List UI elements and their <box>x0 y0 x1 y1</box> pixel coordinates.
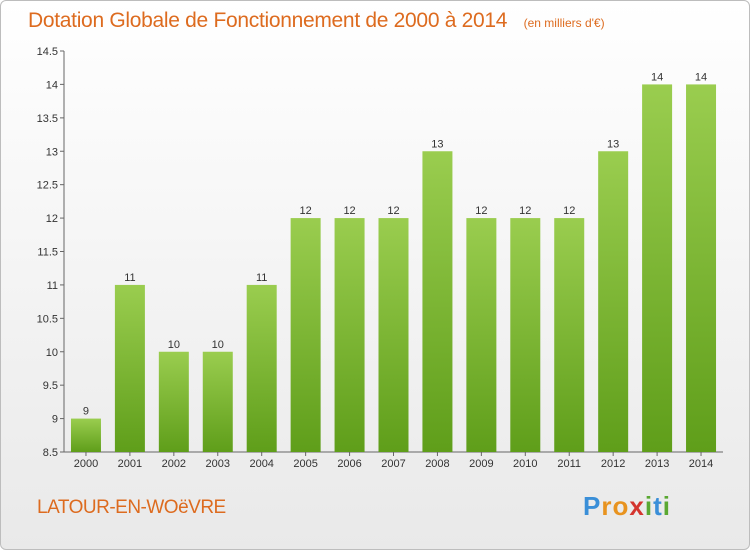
bar-2000 <box>70 418 101 452</box>
chart-title: Dotation Globale de Fonctionnement de 20… <box>28 9 508 32</box>
bar-value-label: 13 <box>431 138 443 150</box>
bar-value-label: 13 <box>607 138 619 150</box>
logo-letter: P <box>583 491 602 521</box>
logo-letter: i <box>644 491 654 521</box>
y-tick-label: 12.5 <box>37 180 58 192</box>
bar-value-label: 12 <box>387 205 399 217</box>
bar-2008 <box>422 151 453 452</box>
bar-2005 <box>290 218 321 452</box>
bar-2009 <box>466 218 497 452</box>
y-tick-label: 12 <box>46 213 58 225</box>
x-tick-label: 2005 <box>293 458 317 470</box>
y-tick-label: 9.5 <box>43 380 58 392</box>
x-tick-label: 2006 <box>337 458 361 470</box>
bar-2011 <box>554 218 585 452</box>
bar-value-label: 14 <box>651 71 663 83</box>
bar-2013 <box>642 84 673 453</box>
y-tick-label: 14 <box>46 79 58 91</box>
bar-value-label: 11 <box>124 272 135 284</box>
x-tick-label: 2008 <box>425 458 449 470</box>
bar-2004 <box>246 284 277 452</box>
bar-value-label: 9 <box>83 406 89 418</box>
x-tick-label: 2007 <box>381 458 405 470</box>
bar-value-label: 11 <box>256 272 267 284</box>
x-tick-label: 2009 <box>469 458 493 470</box>
bar-value-label: 10 <box>168 339 180 351</box>
x-tick-label: 2013 <box>645 458 669 470</box>
logo-letter: t <box>653 491 663 521</box>
x-tick-label: 2010 <box>513 458 537 470</box>
bar-2006 <box>334 218 365 452</box>
y-tick-label: 8.5 <box>43 447 58 459</box>
bar-2003 <box>202 351 233 452</box>
bar-2010 <box>510 218 541 452</box>
bar-value-label: 12 <box>519 205 531 217</box>
x-tick-label: 2001 <box>118 458 142 470</box>
bar-value-label: 12 <box>343 205 355 217</box>
chart-subtitle: (en milliers d'€) <box>523 16 605 30</box>
y-tick-label: 11.5 <box>37 247 58 259</box>
x-tick-label: 2012 <box>601 458 625 470</box>
bar-2014 <box>686 84 717 453</box>
bar-2001 <box>114 284 145 452</box>
logo-letter: o <box>612 491 630 521</box>
logo-letter: r <box>601 491 613 521</box>
town-name: LATOUR-EN-WOëVRE <box>37 497 226 518</box>
bar-2012 <box>598 151 629 452</box>
bar-2007 <box>378 218 409 452</box>
y-tick-label: 14.5 <box>37 46 58 58</box>
bar-2002 <box>158 351 189 452</box>
y-tick-label: 10.5 <box>37 313 58 325</box>
x-tick-label: 2002 <box>162 458 186 470</box>
bar-value-label: 10 <box>212 339 224 351</box>
y-tick-label: 13.5 <box>37 113 58 125</box>
x-tick-label: 2014 <box>689 458 713 470</box>
bar-value-label: 14 <box>695 71 707 83</box>
logo-letter: x <box>629 491 645 521</box>
logo-letter: i <box>662 491 671 521</box>
bar-value-label: 12 <box>563 205 575 217</box>
bar-value-label: 12 <box>300 205 312 217</box>
x-tick-label: 2004 <box>249 458 273 470</box>
y-tick-label: 13 <box>46 146 58 158</box>
bar-value-label: 12 <box>475 205 487 217</box>
proxiti-logo: Proxiti <box>583 491 671 522</box>
x-tick-label: 2011 <box>557 458 581 470</box>
x-tick-label: 2003 <box>206 458 230 470</box>
x-tick-label: 2000 <box>74 458 98 470</box>
y-tick-label: 10 <box>46 347 58 359</box>
title-row: Dotation Globale de Fonctionnement de 20… <box>28 9 605 33</box>
y-tick-label: 9 <box>52 414 58 426</box>
y-tick-label: 11 <box>47 280 58 292</box>
